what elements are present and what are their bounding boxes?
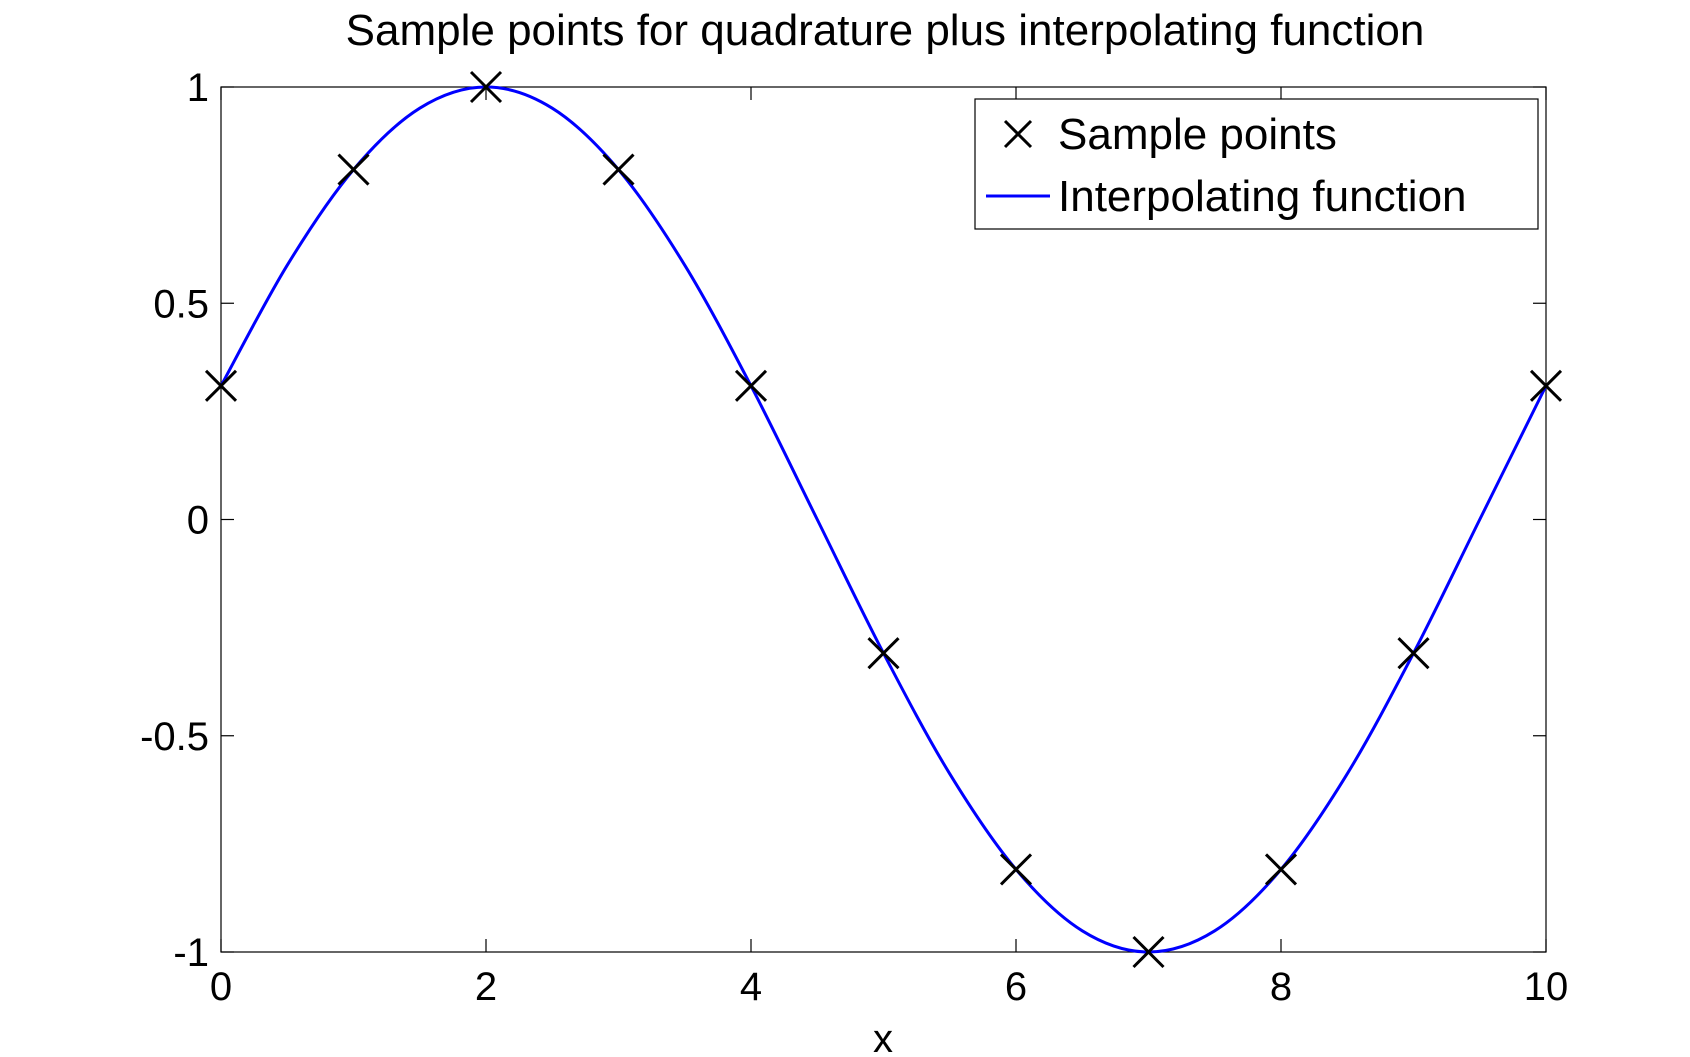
x-tick-label: 2 xyxy=(475,965,497,1009)
x-tick-label: 6 xyxy=(1005,965,1027,1009)
y-tick-label: 0 xyxy=(187,499,209,543)
sample-point xyxy=(1529,369,1563,402)
chart-title: Sample points for quadrature plus interp… xyxy=(346,6,1425,55)
y-tick-labels: -1 -0.5 0 0.5 1 xyxy=(140,66,209,975)
sample-point xyxy=(1132,935,1165,969)
sample-point xyxy=(734,369,768,402)
series-layer xyxy=(204,70,1563,969)
x-tick-label: 8 xyxy=(1270,965,1292,1009)
sample-point xyxy=(602,153,635,186)
sample-point xyxy=(469,70,503,104)
tick-marks xyxy=(220,86,1547,953)
sample-point xyxy=(999,853,1033,886)
sample-point xyxy=(1264,853,1298,886)
y-tick-label: -0.5 xyxy=(140,715,209,759)
x-axis-label: x xyxy=(873,1017,893,1057)
sample-point xyxy=(337,153,370,186)
legend-marker-x xyxy=(1003,119,1033,149)
legend-item: Sample points xyxy=(1003,110,1337,159)
sample-point xyxy=(1397,637,1430,670)
y-tick-label: 1 xyxy=(187,66,209,110)
legend-item: Interpolating function xyxy=(986,172,1467,221)
sample-point xyxy=(204,369,238,402)
y-tick-label: 0.5 xyxy=(153,282,209,326)
sample-point xyxy=(867,637,900,670)
y-tick-label: -1 xyxy=(173,931,209,975)
legend-label: Interpolating function xyxy=(1058,172,1467,221)
x-tick-label: 4 xyxy=(740,965,762,1009)
x-tick-label: 0 xyxy=(210,965,232,1009)
legend-items: Sample points Interpolating function xyxy=(986,110,1467,221)
legend: Sample points Interpolating function xyxy=(974,98,1539,230)
legend-label: Sample points xyxy=(1058,110,1337,159)
x-tick-label: 10 xyxy=(1524,965,1569,1009)
legend-box xyxy=(974,98,1539,230)
x-tick-labels: 0 2 4 6 8 10 xyxy=(210,965,1568,1009)
